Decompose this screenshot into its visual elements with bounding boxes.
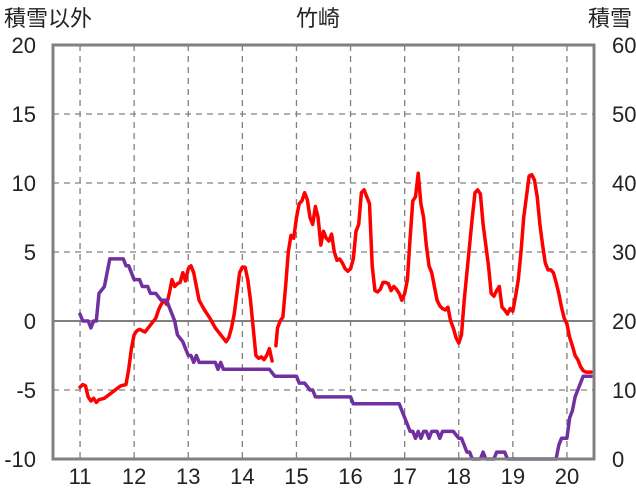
x-tick-label: 15 bbox=[284, 464, 308, 489]
y-left-tick-label: -5 bbox=[16, 378, 36, 403]
series-1-line bbox=[78, 264, 274, 405]
series-1-line bbox=[274, 171, 594, 374]
y-right-tick-label: 20 bbox=[612, 309, 636, 334]
y-right-tick-label: 0 bbox=[612, 447, 624, 472]
y-left-tick-label: 20 bbox=[12, 33, 36, 58]
x-tick-label: 12 bbox=[122, 464, 146, 489]
x-tick-label: 13 bbox=[176, 464, 200, 489]
y-left-tick-label: 0 bbox=[24, 309, 36, 334]
y-left-tick-label: 5 bbox=[24, 240, 36, 265]
x-tick-label: 17 bbox=[392, 464, 416, 489]
y-left-tick-label: 15 bbox=[12, 102, 36, 127]
x-tick-label: 20 bbox=[555, 464, 579, 489]
x-tick-label: 18 bbox=[447, 464, 471, 489]
right-axis-label: 積雪 bbox=[588, 7, 632, 32]
x-tick-label: 19 bbox=[501, 464, 525, 489]
y-right-tick-label: 10 bbox=[612, 378, 636, 403]
y-right-tick-label: 50 bbox=[612, 102, 636, 127]
plot-frame bbox=[51, 43, 596, 461]
series-2-line bbox=[78, 257, 594, 461]
tick-labels: 11 12 13 14 15 16 17 18 19 20 -10 -5 0 5 10 15 20 0 10 20 30… bbox=[4, 33, 636, 489]
x-tick-label: 16 bbox=[338, 464, 362, 489]
y-left-tick-label: 10 bbox=[12, 171, 36, 196]
chart-title: 竹崎 bbox=[296, 7, 340, 32]
x-tick-label: 11 bbox=[69, 464, 92, 489]
x-tick-label: 14 bbox=[230, 464, 254, 489]
y-right-tick-label: 40 bbox=[612, 171, 636, 196]
grid bbox=[53, 45, 594, 459]
series bbox=[78, 171, 594, 461]
y-right-tick-label: 30 bbox=[612, 240, 636, 265]
left-axis-label: 積雪以外 bbox=[4, 7, 92, 32]
y-right-tick-label: 60 bbox=[612, 33, 636, 58]
y-left-tick-label: -10 bbox=[4, 447, 36, 472]
